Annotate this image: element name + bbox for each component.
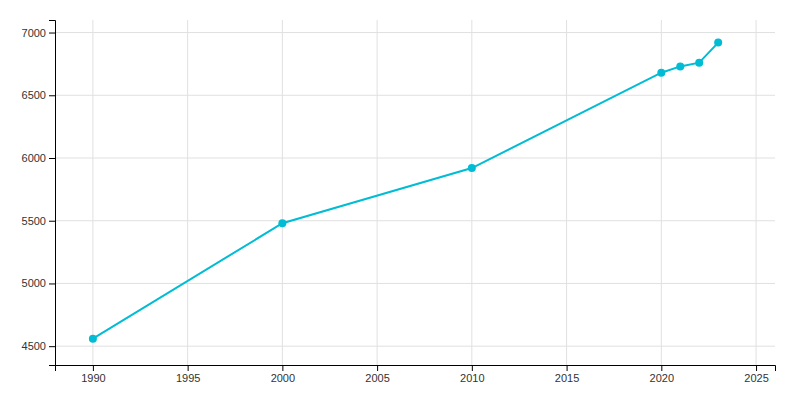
grid-line-y — [55, 220, 775, 221]
plot-area: 1990 1995 2000 2005 2010 2015 2020 2025 4500 5000… — [22, 20, 776, 384]
tick-label: 7000 — [22, 27, 46, 39]
y-axis: 4500 5000 5500 6000 6500 7000 — [22, 21, 56, 366]
tick: 2025 — [744, 365, 768, 384]
tick: 1995 — [176, 365, 200, 384]
grid-line-x — [377, 20, 378, 365]
tick-label: 5000 — [22, 277, 46, 289]
axis-line — [56, 366, 776, 372]
point — [468, 164, 476, 172]
tick: 2010 — [460, 365, 484, 384]
grid-line-x — [187, 20, 188, 365]
tick-mark — [49, 33, 55, 34]
tick-label: 5500 — [22, 215, 46, 227]
axis-line — [49, 21, 56, 366]
tick: 6500 — [22, 89, 55, 101]
grid-line-y — [55, 283, 775, 284]
grid-line-x — [471, 20, 472, 365]
tick: 2015 — [555, 365, 579, 384]
tick: 1990 — [81, 365, 105, 384]
tick-mark — [661, 365, 662, 371]
tick: 6000 — [22, 152, 55, 164]
point — [695, 59, 703, 67]
grid-line-y — [55, 346, 775, 347]
point — [714, 39, 722, 47]
tick: 5500 — [22, 215, 55, 227]
x-axis: 1990 1995 2000 2005 2010 2015 2020 2025 — [56, 365, 776, 384]
point — [676, 62, 684, 70]
tick-label: 1995 — [176, 372, 200, 384]
grid — [55, 20, 775, 365]
tick: 4500 — [22, 340, 55, 352]
tick-label: 2015 — [555, 372, 579, 384]
grid-line-x — [92, 20, 93, 365]
tick-mark — [282, 365, 283, 371]
tick-mark — [756, 365, 757, 371]
tick-mark — [49, 158, 55, 159]
tick: 2020 — [650, 365, 674, 384]
line — [93, 43, 718, 339]
tick-label: 4500 — [22, 340, 46, 352]
tick-label: 1990 — [81, 372, 105, 384]
tick-mark — [49, 283, 55, 284]
tick: 2000 — [271, 365, 295, 384]
grid-line-y — [55, 32, 775, 33]
chart: 1990 1995 2000 2005 2010 2015 2020 2025 4500 5000… — [0, 0, 800, 400]
tick: 7000 — [22, 27, 55, 39]
tick-mark — [472, 365, 473, 371]
tick-label: 2025 — [744, 372, 768, 384]
tick-label: 6500 — [22, 89, 46, 101]
tick-mark — [49, 346, 55, 347]
tick-label: 2010 — [460, 372, 484, 384]
grid-line-y — [55, 95, 775, 96]
tick-mark — [567, 365, 568, 371]
point — [278, 219, 286, 227]
grid-line-x — [282, 20, 283, 365]
tick-label: 6000 — [22, 152, 46, 164]
tick: 5000 — [22, 277, 55, 289]
tick: 2005 — [365, 365, 389, 384]
tick-label: 2005 — [365, 372, 389, 384]
tick-mark — [49, 221, 55, 222]
point — [657, 69, 665, 77]
tick-mark — [377, 365, 378, 371]
tick-mark — [93, 365, 94, 371]
point — [89, 335, 97, 343]
grid-line-y — [55, 158, 775, 159]
tick-mark — [188, 365, 189, 371]
grid-line-x — [566, 20, 567, 365]
grid-line-x — [756, 20, 757, 365]
tick-label: 2000 — [271, 372, 295, 384]
series — [89, 39, 722, 343]
tick-mark — [49, 95, 55, 96]
tick-label: 2020 — [650, 372, 674, 384]
